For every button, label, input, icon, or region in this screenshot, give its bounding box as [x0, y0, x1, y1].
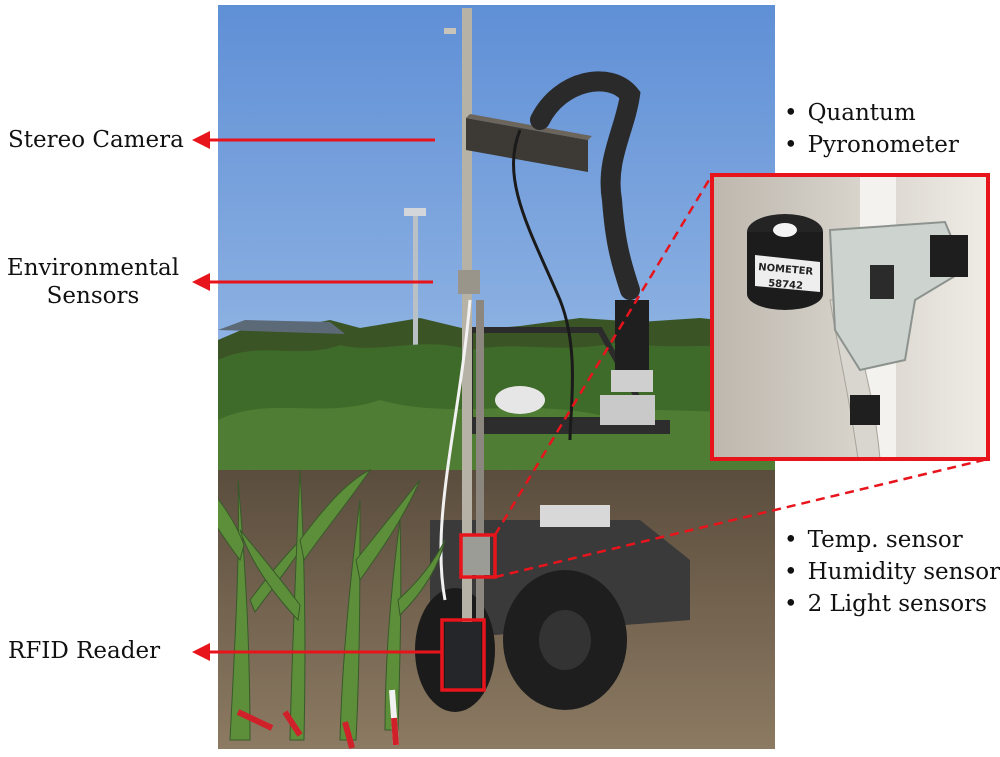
environmental-sensors-arrow [192, 273, 433, 291]
inset-frame [710, 173, 990, 461]
stereo-camera-unit [466, 114, 592, 172]
inset-connector-bottom [494, 457, 989, 579]
inset-sensor-label-line1: NOMETER [758, 262, 814, 278]
environmental-sensors-label: Environmental Sensors [4, 254, 182, 310]
inset-sensor-list: Quantum Pyronometer [784, 97, 959, 161]
inset-connector-top [493, 174, 714, 536]
rfid-reader-arrow [192, 643, 442, 661]
rfid-reader-label: RFID Reader [8, 638, 161, 664]
inset-sensor-item: Quantum [784, 97, 959, 129]
board-sensor-item: 2 Light sensors [784, 588, 1000, 620]
inset-sensor-label-line2: 58742 [768, 278, 804, 292]
sensor-inset [712, 175, 988, 459]
board-sensor-item: Humidity sensor [784, 556, 1000, 588]
robot-photo [218, 5, 775, 749]
sensor-highlight-box [459, 533, 497, 579]
environmental-sensors-label-line1: Environmental [6, 255, 180, 281]
board-sensor-item: Temp. sensor [784, 524, 1000, 556]
stereo-camera-arrow [192, 131, 435, 149]
inset-sensor-item: Pyronometer [784, 129, 959, 161]
environmental-sensors-label-line2: Sensors [46, 283, 140, 309]
rfid-highlight-box [440, 618, 486, 692]
board-sensor-list: Temp. sensor Humidity sensor 2 Light sen… [784, 524, 1000, 620]
stereo-camera-label: Stereo Camera [8, 127, 184, 153]
